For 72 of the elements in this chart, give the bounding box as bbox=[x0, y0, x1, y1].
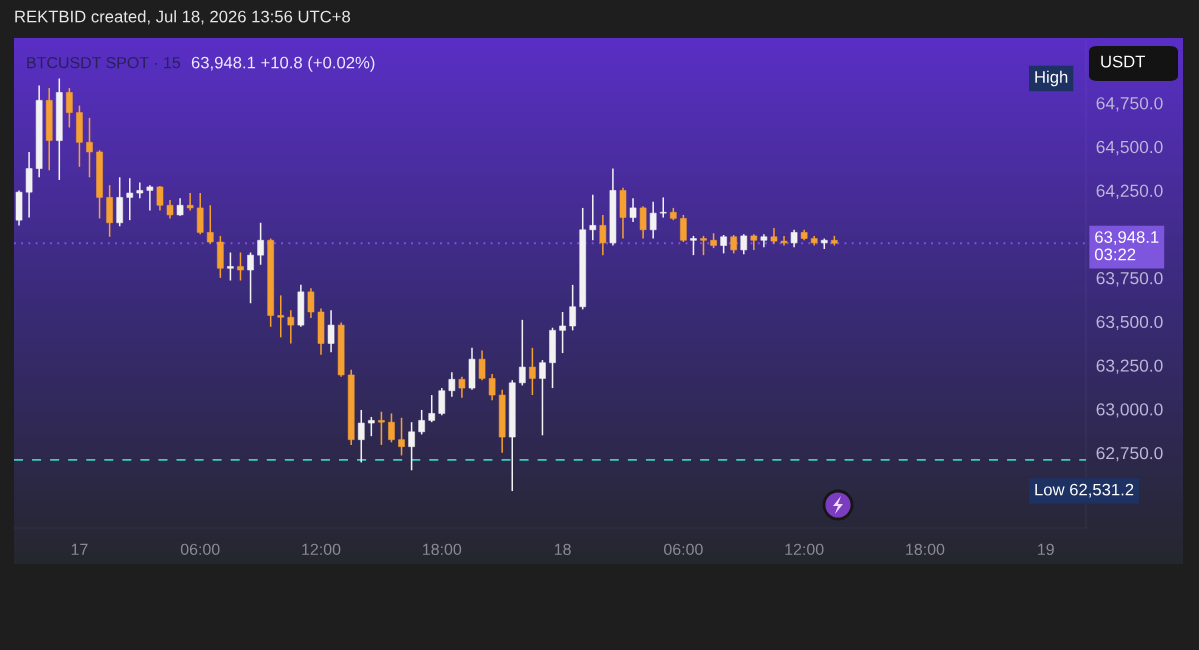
candlestick bbox=[357, 409, 365, 464]
candlestick bbox=[730, 234, 737, 255]
candlestick bbox=[629, 197, 637, 223]
candlestick bbox=[327, 309, 335, 353]
candlestick bbox=[156, 185, 164, 212]
candlestick bbox=[559, 311, 566, 354]
text: 63,948.1 +10.8 (+0.02%) bbox=[191, 56, 375, 72]
candlestick bbox=[388, 412, 395, 444]
candlestick bbox=[448, 371, 456, 398]
y-tick-label: 64,250.0 bbox=[1096, 184, 1163, 199]
candlestick bbox=[126, 177, 134, 221]
candlestick bbox=[398, 417, 405, 457]
y-tick-label: 63,750.0 bbox=[1096, 272, 1163, 287]
candlestick bbox=[488, 373, 496, 402]
y-tick-label: 62,750.0 bbox=[1096, 446, 1163, 462]
candlestick bbox=[529, 347, 536, 396]
y-tick-label: 63,250.0 bbox=[1096, 359, 1163, 374]
x-tick-label: 06:00 bbox=[180, 543, 220, 556]
candlestick bbox=[589, 194, 597, 242]
x-tick-label: 18:00 bbox=[906, 543, 945, 556]
x-tick-label: 06:00 bbox=[664, 543, 703, 556]
candlestick bbox=[569, 284, 576, 332]
x-tick-label: 18 bbox=[554, 543, 571, 556]
candlestick bbox=[86, 117, 93, 179]
text: BTCUSDT SPOT · 15 bbox=[27, 56, 181, 69]
candlestick bbox=[428, 394, 436, 423]
candlestick bbox=[659, 196, 667, 219]
x-tick-label: 12:00 bbox=[302, 543, 341, 556]
candlestick bbox=[257, 222, 264, 266]
y-tick-label: 63,500.0 bbox=[1096, 315, 1163, 331]
candlestick bbox=[690, 235, 697, 256]
candlestick bbox=[206, 204, 214, 245]
candlestick bbox=[599, 214, 607, 256]
candlestick bbox=[478, 349, 486, 381]
x-tick-label: 18:00 bbox=[423, 543, 462, 556]
candlestick bbox=[378, 410, 385, 446]
y-tick-label: 64,750.0 bbox=[1096, 97, 1163, 112]
ref-line-label: 63,948.1 03:22 bbox=[1094, 231, 1159, 261]
candlestick bbox=[408, 421, 415, 472]
x-tick-label: 17 bbox=[71, 543, 88, 555]
candlestick bbox=[25, 151, 33, 219]
candlestick bbox=[700, 235, 707, 256]
text: REKTBID created, Jul 18, 2026 13:56 UTC+8 bbox=[15, 10, 351, 25]
y-axis-title: USDT bbox=[1101, 55, 1145, 68]
candlestick bbox=[458, 375, 466, 399]
candlestick bbox=[680, 214, 687, 243]
x-tick-label: 19 bbox=[1038, 543, 1054, 556]
y-tick-label: 64,500.0 bbox=[1096, 140, 1163, 156]
x-tick-label: 12:00 bbox=[785, 543, 824, 556]
annotation: High bbox=[1035, 70, 1068, 87]
candlestick bbox=[227, 251, 234, 282]
candlestick bbox=[519, 319, 526, 387]
candlestick bbox=[66, 87, 73, 129]
candlestick bbox=[307, 287, 315, 319]
y-tick-label: 63,000.0 bbox=[1096, 403, 1163, 418]
candlestick bbox=[368, 416, 375, 437]
candlestick bbox=[237, 251, 244, 282]
candlestick bbox=[247, 251, 254, 305]
candlestick bbox=[136, 181, 144, 200]
candlestick bbox=[277, 294, 285, 339]
candlestick bbox=[539, 359, 546, 437]
candlestick bbox=[740, 233, 748, 256]
candlestick bbox=[639, 205, 647, 240]
candlestick bbox=[720, 234, 727, 255]
candlestick bbox=[166, 199, 174, 220]
candlestick bbox=[287, 309, 295, 345]
candlestick bbox=[438, 387, 446, 416]
candlestick bbox=[146, 184, 154, 212]
candlestick bbox=[649, 201, 657, 240]
candlestick bbox=[418, 409, 425, 436]
candlestick bbox=[186, 192, 194, 212]
annotation: Low 62,531.2 bbox=[1035, 483, 1134, 498]
